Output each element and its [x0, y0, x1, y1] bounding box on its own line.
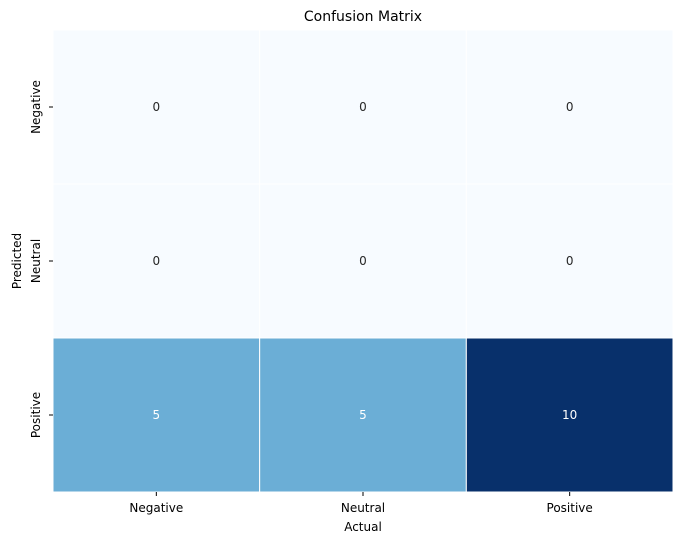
- cell-value-label: 0: [359, 254, 367, 268]
- y-tick-label: Neutral: [29, 239, 43, 283]
- heatmap-cell: [259, 29, 467, 185]
- heatmap-cell: [52, 337, 261, 493]
- cell-value-label: 5: [153, 408, 161, 422]
- cell-value-label: 0: [153, 254, 161, 268]
- cell-value-label: 0: [153, 100, 161, 114]
- heatmap-cells: [52, 29, 674, 493]
- y-tick-label: Negative: [29, 80, 43, 134]
- cell-value-label: 0: [359, 100, 367, 114]
- heatmap-cell: [52, 29, 261, 185]
- x-axis-label: Actual: [344, 520, 382, 534]
- x-tick-label: Negative: [129, 501, 183, 515]
- heatmap-cell: [259, 183, 467, 339]
- cell-value-label: 0: [566, 254, 574, 268]
- cell-value-label: 5: [359, 408, 367, 422]
- y-tick-label: Positive: [29, 392, 43, 438]
- chart-title: Confusion Matrix: [304, 9, 422, 25]
- heatmap-cell-labels: 0 0 0 0 0 0 5 5 10: [153, 100, 578, 422]
- x-tick-label: Positive: [547, 501, 593, 515]
- cell-value-label: 10: [562, 408, 577, 422]
- y-axis-label: Predicted: [10, 233, 24, 289]
- x-tick-label: Neutral: [341, 501, 385, 515]
- heatmap-cell: [52, 183, 261, 339]
- heatmap-cell: [259, 337, 467, 493]
- heatmap-cell: [465, 183, 674, 339]
- axis-ticks: Negative Neutral Positive Negative Neutral Po…: [29, 80, 593, 515]
- heatmap-cell: [465, 29, 674, 185]
- cell-value-label: 0: [566, 100, 574, 114]
